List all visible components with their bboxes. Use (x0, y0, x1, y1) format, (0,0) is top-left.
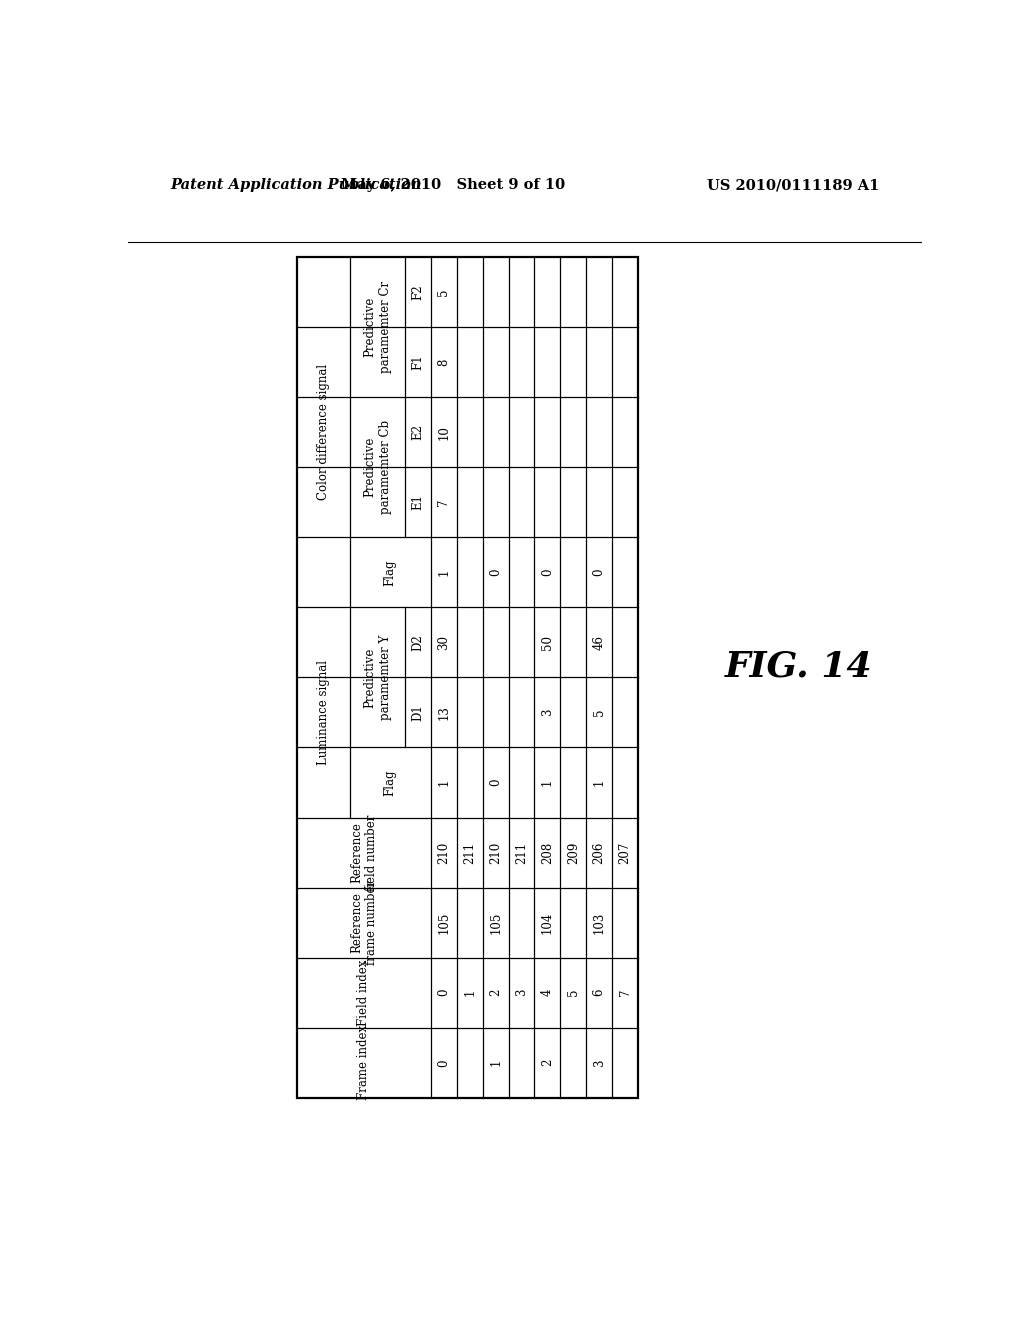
Text: 0: 0 (489, 779, 502, 787)
Text: 7: 7 (437, 499, 451, 506)
Text: F2: F2 (412, 284, 425, 300)
Text: Predictive
paramemter Cr: Predictive paramemter Cr (364, 281, 391, 374)
Text: 208: 208 (541, 841, 554, 863)
Bar (297, 257, 638, 1098)
Text: 211: 211 (463, 841, 476, 863)
Text: 2: 2 (541, 1059, 554, 1067)
Text: 104: 104 (541, 911, 554, 933)
Text: Flag: Flag (384, 560, 397, 586)
Text: Predictive
paramemter Cb: Predictive paramemter Cb (364, 420, 391, 515)
Text: 209: 209 (567, 841, 580, 863)
Text: Predictive
paramemter Y: Predictive paramemter Y (364, 635, 391, 721)
Text: 5: 5 (437, 288, 451, 296)
Text: 211: 211 (515, 841, 528, 863)
Text: Flag: Flag (384, 770, 397, 796)
Text: Patent Application Publication: Patent Application Publication (171, 178, 422, 193)
Text: 1: 1 (489, 1059, 502, 1067)
Text: 46: 46 (593, 635, 605, 649)
Text: 10: 10 (437, 425, 451, 440)
Text: 3: 3 (541, 709, 554, 717)
Text: F1: F1 (412, 354, 425, 370)
Text: 210: 210 (437, 841, 451, 863)
Text: 0: 0 (489, 569, 502, 576)
Text: 0: 0 (593, 569, 605, 576)
Text: US 2010/0111189 A1: US 2010/0111189 A1 (708, 178, 880, 193)
Text: 50: 50 (541, 635, 554, 649)
Text: 210: 210 (489, 841, 502, 863)
Text: 6: 6 (593, 989, 605, 997)
Text: 207: 207 (618, 841, 632, 863)
Text: 0: 0 (437, 1059, 451, 1067)
Text: FIG. 14: FIG. 14 (725, 649, 872, 684)
Text: 0: 0 (541, 569, 554, 576)
Text: 30: 30 (437, 635, 451, 649)
Text: Color difference signal: Color difference signal (316, 364, 330, 500)
Text: Luminance signal: Luminance signal (316, 660, 330, 764)
Text: 7: 7 (618, 989, 632, 997)
Text: D2: D2 (412, 634, 425, 651)
Text: Field index: Field index (357, 960, 371, 1026)
Text: D1: D1 (412, 704, 425, 721)
Text: 5: 5 (593, 709, 605, 717)
Text: 4: 4 (541, 989, 554, 997)
Text: 105: 105 (489, 911, 502, 933)
Text: 1: 1 (541, 779, 554, 787)
Text: 206: 206 (593, 841, 605, 863)
Text: 5: 5 (567, 989, 580, 997)
Text: 3: 3 (515, 989, 528, 997)
Text: 105: 105 (437, 911, 451, 933)
Text: 0: 0 (437, 989, 451, 997)
Text: 1: 1 (437, 779, 451, 787)
Text: 8: 8 (437, 358, 451, 366)
Text: 1: 1 (463, 989, 476, 997)
Text: 13: 13 (437, 705, 451, 719)
Text: May 6, 2010   Sheet 9 of 10: May 6, 2010 Sheet 9 of 10 (341, 178, 565, 193)
Text: Reference
field number: Reference field number (350, 814, 378, 891)
Text: E1: E1 (412, 494, 425, 511)
Text: 2: 2 (489, 989, 502, 997)
Text: E2: E2 (412, 424, 425, 440)
Text: Reference
frame number: Reference frame number (350, 880, 378, 965)
Text: Frame index: Frame index (357, 1026, 371, 1101)
Text: 103: 103 (593, 911, 605, 933)
Text: 1: 1 (593, 779, 605, 787)
Text: 1: 1 (437, 569, 451, 576)
Text: 3: 3 (593, 1059, 605, 1067)
